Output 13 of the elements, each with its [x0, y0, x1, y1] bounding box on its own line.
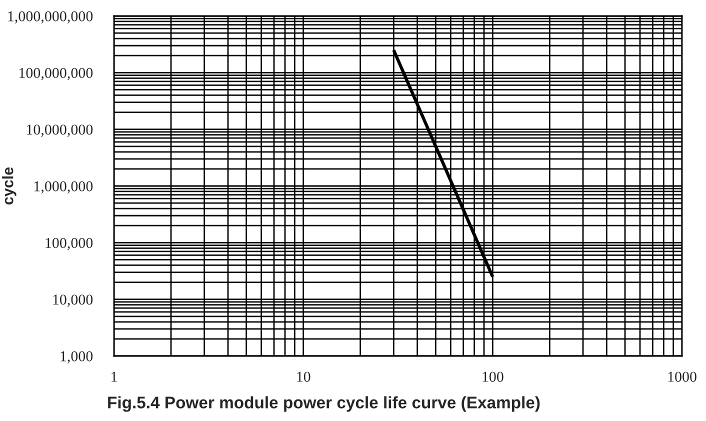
y-tick-label: 1,000,000: [34, 181, 93, 194]
y-tick-label: 1,000: [60, 351, 93, 364]
y-tick-label: 100,000,000: [19, 68, 93, 80]
y-axis-title: cycle: [2, 167, 16, 205]
y-tick-label: 100,000: [46, 238, 93, 250]
x-tick-label: 10: [297, 372, 310, 382]
y-tick-label: 1,000,000,000: [8, 11, 93, 24]
y-tick-label: 10,000,000: [26, 124, 93, 137]
x-tick-label: 1000: [668, 372, 696, 382]
y-tick-label: 10,000: [53, 294, 93, 307]
x-tick-label: 1: [112, 372, 117, 382]
text: Fig.5.4 Power module power cycle life curve (Example): [108, 396, 540, 412]
x-tick-label: 100: [482, 372, 504, 382]
